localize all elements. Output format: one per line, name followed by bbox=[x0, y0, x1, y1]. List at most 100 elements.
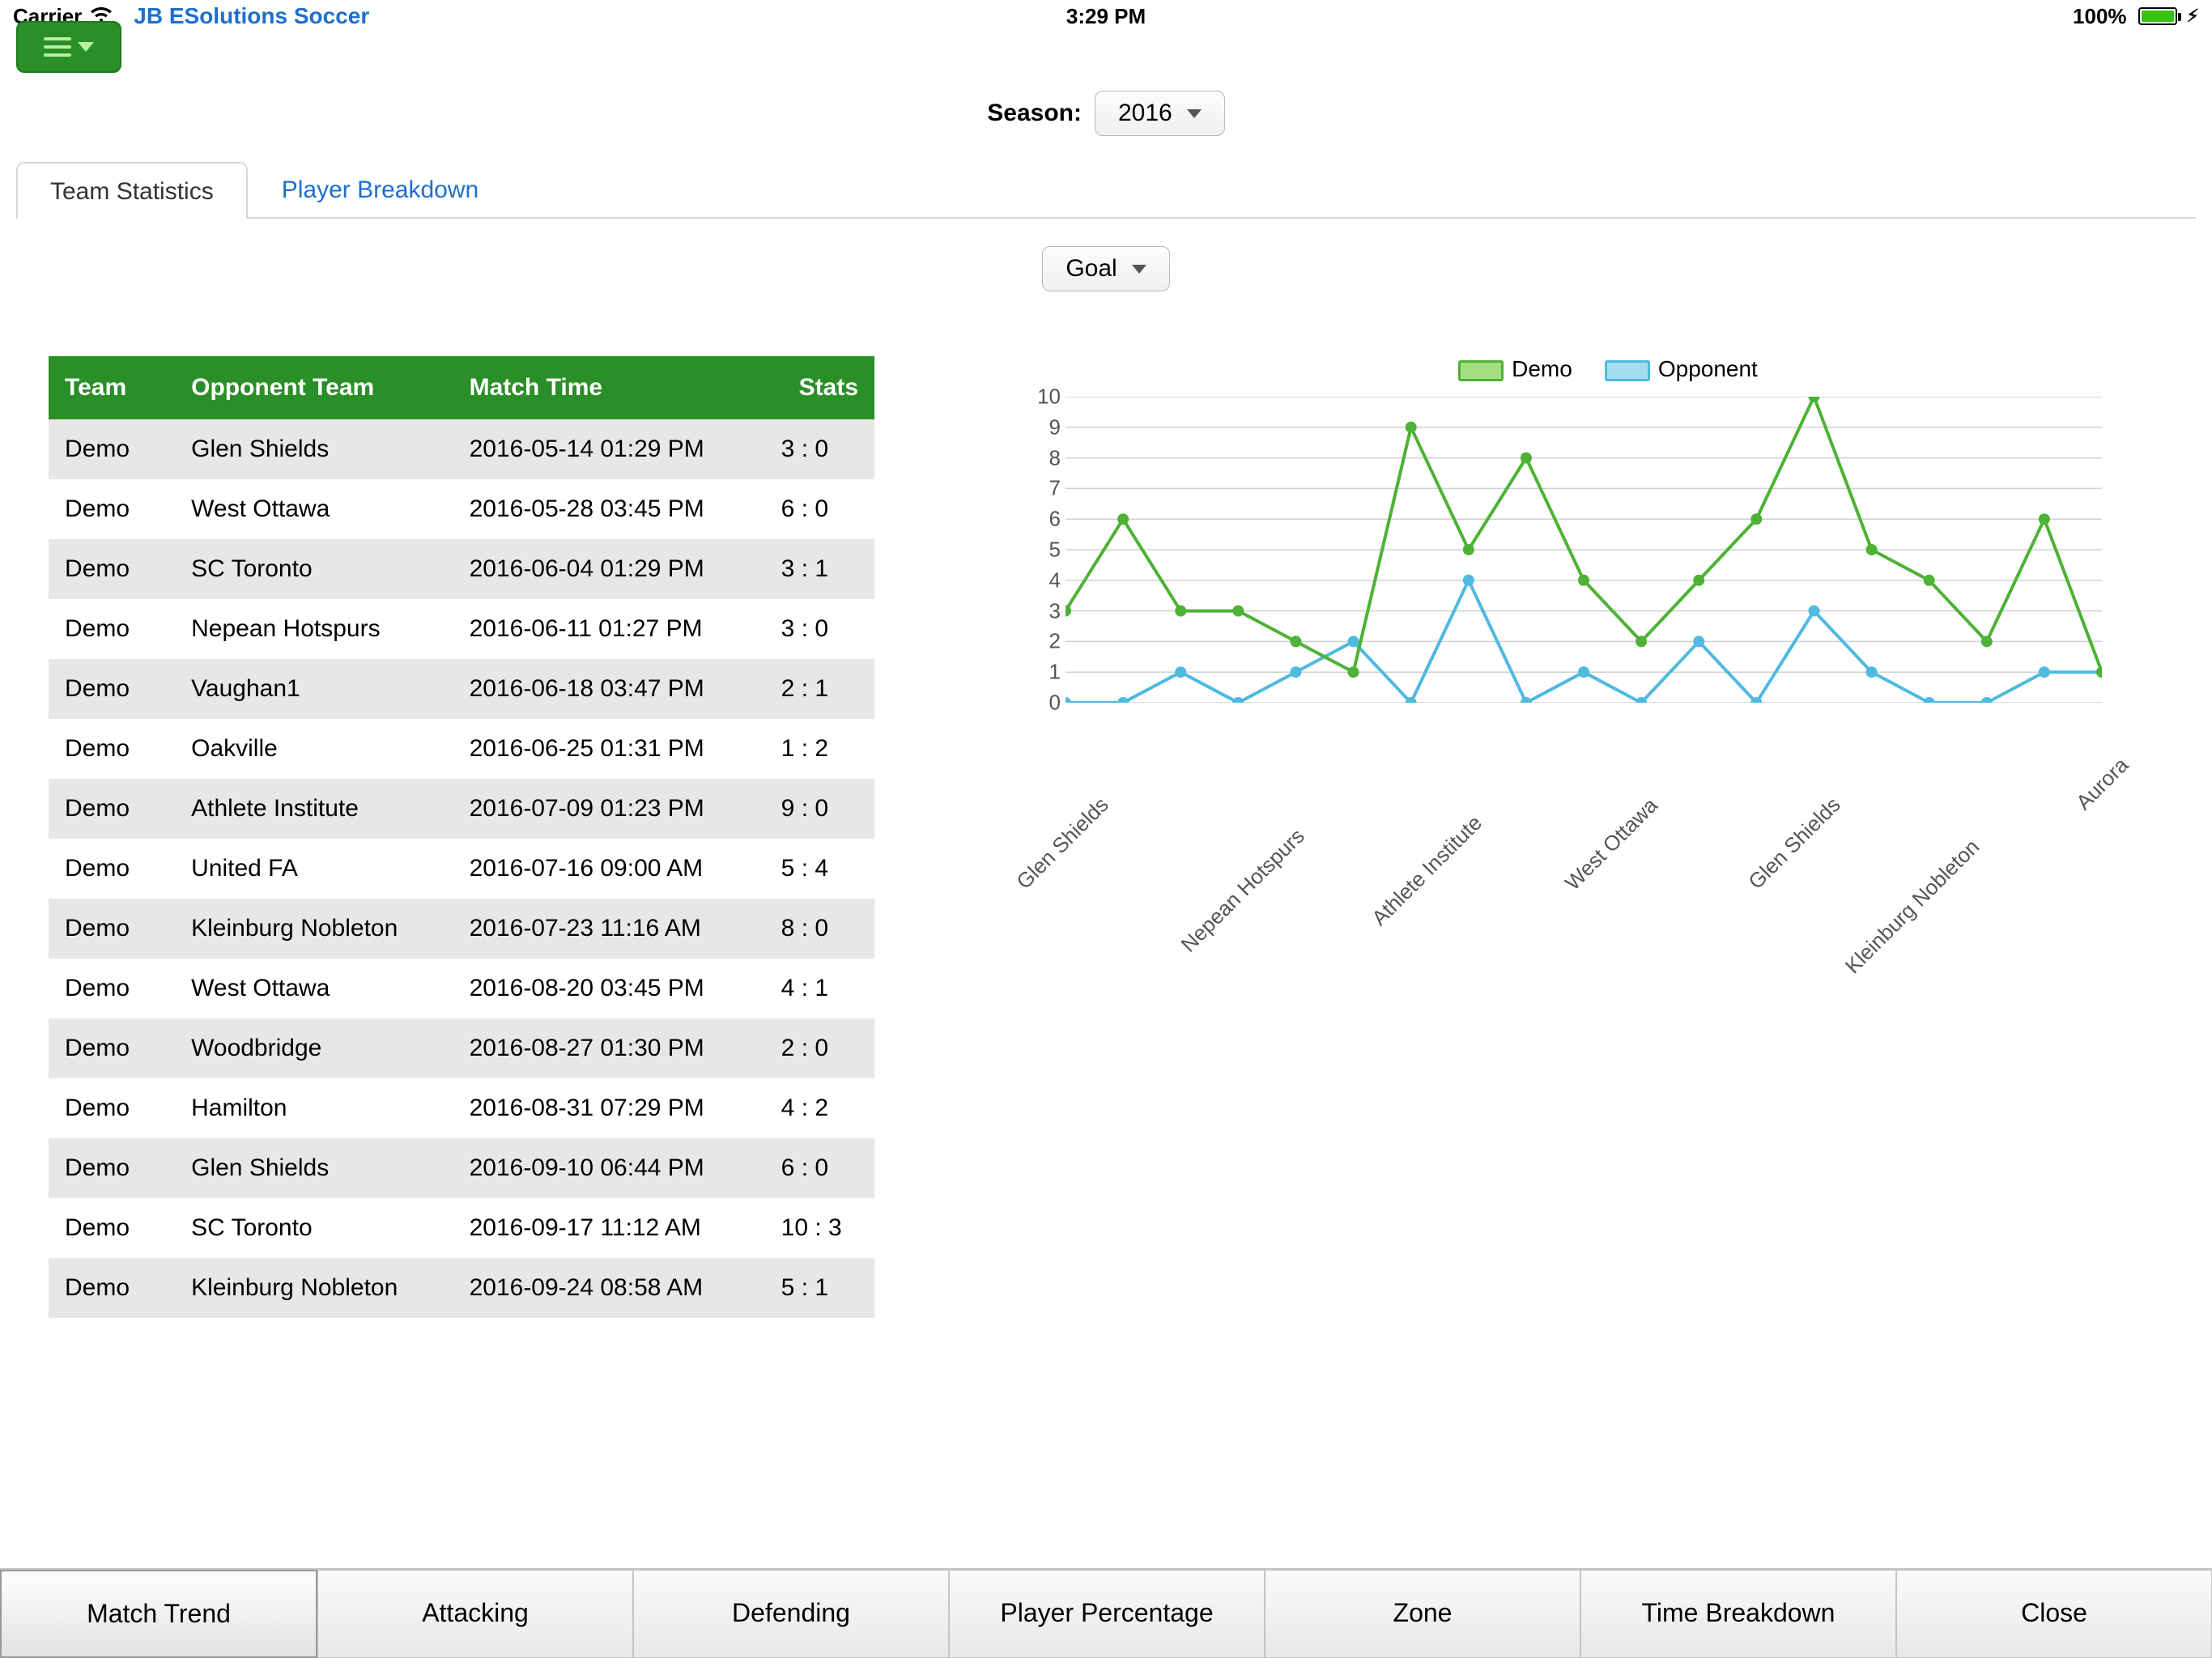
x-axis-label: Glen Shields bbox=[1743, 793, 1845, 895]
cell-opponent: Vaughan1 bbox=[175, 659, 453, 719]
cell-stats: 4 : 1 bbox=[765, 959, 874, 1018]
cell-opponent: Oakville bbox=[175, 719, 453, 779]
cell-time: 2016-07-09 01:23 PM bbox=[453, 779, 765, 839]
cell-opponent: Hamilton bbox=[175, 1078, 453, 1138]
app-title: JB ESolutions Soccer bbox=[134, 3, 369, 29]
cell-opponent: Glen Shields bbox=[175, 1138, 453, 1198]
cell-time: 2016-09-17 11:12 AM bbox=[453, 1198, 765, 1258]
time-breakdown-button[interactable]: Time Breakdown bbox=[1580, 1570, 1896, 1658]
cell-team: Demo bbox=[49, 659, 175, 719]
cell-opponent: Nepean Hotspurs bbox=[175, 599, 453, 659]
cell-team: Demo bbox=[49, 899, 175, 959]
cell-time: 2016-06-18 03:47 PM bbox=[453, 659, 765, 719]
x-axis-label: Athlete Institute bbox=[1367, 810, 1487, 931]
tab-player-breakdown[interactable]: Player Breakdown bbox=[248, 160, 513, 217]
cell-time: 2016-09-24 08:58 AM bbox=[453, 1258, 765, 1318]
column-header-stats[interactable]: Stats bbox=[765, 356, 874, 419]
x-axis-label: Nepean Hotspurs bbox=[1176, 823, 1309, 957]
cell-opponent: Athlete Institute bbox=[175, 779, 453, 839]
cell-team: Demo bbox=[49, 1078, 175, 1138]
cell-stats: 5 : 4 bbox=[765, 839, 874, 899]
stat-type-select[interactable]: Goal bbox=[1042, 246, 1169, 291]
season-select[interactable]: 2016 bbox=[1095, 91, 1225, 136]
status-bar: Carrier JB ESolutions Soccer 3:29 PM 100… bbox=[0, 0, 2212, 32]
zone-button[interactable]: Zone bbox=[1265, 1570, 1580, 1658]
x-axis-label: Glen Shields bbox=[1011, 793, 1113, 895]
cell-time: 2016-06-04 01:29 PM bbox=[453, 539, 765, 599]
cell-stats: 1 : 2 bbox=[765, 719, 874, 779]
matches-table: Team Opponent Team Match Time Stats Demo… bbox=[49, 356, 874, 1318]
cell-time: 2016-06-25 01:31 PM bbox=[453, 719, 765, 779]
table-row[interactable]: DemoNepean Hotspurs2016-06-11 01:27 PM3 … bbox=[49, 599, 874, 659]
cell-opponent: Kleinburg Nobleton bbox=[175, 899, 453, 959]
season-label: Season: bbox=[987, 100, 1082, 127]
cell-team: Demo bbox=[49, 1258, 175, 1318]
player-percentage-button[interactable]: Player Percentage bbox=[949, 1570, 1265, 1658]
cell-stats: 2 : 0 bbox=[765, 1018, 874, 1078]
cell-stats: 4 : 2 bbox=[765, 1078, 874, 1138]
table-row[interactable]: DemoVaughan12016-06-18 03:47 PM2 : 1 bbox=[49, 659, 874, 719]
table-row[interactable]: DemoOakville2016-06-25 01:31 PM1 : 2 bbox=[49, 719, 874, 779]
season-value: 2016 bbox=[1118, 100, 1172, 127]
cell-team: Demo bbox=[49, 1018, 175, 1078]
column-header-time[interactable]: Match Time bbox=[453, 356, 765, 419]
cell-time: 2016-05-28 03:45 PM bbox=[453, 479, 765, 539]
match-trend-button[interactable]: Match Trend bbox=[0, 1570, 317, 1658]
cell-team: Demo bbox=[49, 1138, 175, 1198]
cell-time: 2016-08-27 01:30 PM bbox=[453, 1018, 765, 1078]
cell-stats: 5 : 1 bbox=[765, 1258, 874, 1318]
cell-stats: 10 : 3 bbox=[765, 1198, 874, 1258]
cell-stats: 9 : 0 bbox=[765, 779, 874, 839]
column-header-opponent[interactable]: Opponent Team bbox=[175, 356, 453, 419]
cell-stats: 3 : 0 bbox=[765, 419, 874, 479]
cell-team: Demo bbox=[49, 719, 175, 779]
cell-stats: 3 : 1 bbox=[765, 539, 874, 599]
table-row[interactable]: DemoKleinburg Nobleton2016-07-23 11:16 A… bbox=[49, 899, 874, 959]
cell-stats: 8 : 0 bbox=[765, 899, 874, 959]
cell-time: 2016-07-23 11:16 AM bbox=[453, 899, 765, 959]
cell-opponent: Glen Shields bbox=[175, 419, 453, 479]
table-row[interactable]: DemoGlen Shields2016-05-14 01:29 PM3 : 0 bbox=[49, 419, 874, 479]
table-row[interactable]: DemoWest Ottawa2016-05-28 03:45 PM6 : 0 bbox=[49, 479, 874, 539]
table-row[interactable]: DemoAthlete Institute2016-07-09 01:23 PM… bbox=[49, 779, 874, 839]
cell-team: Demo bbox=[49, 959, 175, 1018]
close-button[interactable]: Close bbox=[1896, 1570, 2212, 1658]
match-trend-chart: 012345678910 Glen ShieldsNepean Hotspurs… bbox=[1009, 387, 2110, 857]
battery-icon bbox=[2138, 7, 2177, 25]
table-row[interactable]: DemoSC Toronto2016-06-04 01:29 PM3 : 1 bbox=[49, 539, 874, 599]
clock: 3:29 PM bbox=[1066, 4, 1146, 29]
tab-bar: Team Statistics Player Breakdown bbox=[16, 160, 2196, 219]
cell-opponent: SC Toronto bbox=[175, 1198, 453, 1258]
legend-demo: Demo bbox=[1512, 356, 1572, 381]
cell-team: Demo bbox=[49, 779, 175, 839]
table-row[interactable]: DemoGlen Shields2016-09-10 06:44 PM6 : 0 bbox=[49, 1138, 874, 1198]
table-row[interactable]: DemoWest Ottawa2016-08-20 03:45 PM4 : 1 bbox=[49, 959, 874, 1018]
attacking-button[interactable]: Attacking bbox=[317, 1570, 633, 1658]
table-row[interactable]: DemoHamilton2016-08-31 07:29 PM4 : 2 bbox=[49, 1078, 874, 1138]
cell-time: 2016-09-10 06:44 PM bbox=[453, 1138, 765, 1198]
cell-stats: 2 : 1 bbox=[765, 659, 874, 719]
table-row[interactable]: DemoKleinburg Nobleton2016-09-24 08:58 A… bbox=[49, 1258, 874, 1318]
tab-team-statistics[interactable]: Team Statistics bbox=[16, 162, 248, 219]
table-row[interactable]: DemoWoodbridge2016-08-27 01:30 PM2 : 0 bbox=[49, 1018, 874, 1078]
cell-time: 2016-08-20 03:45 PM bbox=[453, 959, 765, 1018]
table-row[interactable]: DemoUnited FA2016-07-16 09:00 AM5 : 4 bbox=[49, 839, 874, 899]
cell-team: Demo bbox=[49, 419, 175, 479]
battery-percent: 100% bbox=[2073, 4, 2127, 29]
table-row[interactable]: DemoSC Toronto2016-09-17 11:12 AM10 : 3 bbox=[49, 1198, 874, 1258]
cell-opponent: United FA bbox=[175, 839, 453, 899]
legend-opponent: Opponent bbox=[1658, 356, 1758, 381]
defending-button[interactable]: Defending bbox=[633, 1570, 949, 1658]
cell-opponent: West Ottawa bbox=[175, 479, 453, 539]
cell-time: 2016-05-14 01:29 PM bbox=[453, 419, 765, 479]
cell-stats: 6 : 0 bbox=[765, 1138, 874, 1198]
cell-team: Demo bbox=[49, 839, 175, 899]
cell-team: Demo bbox=[49, 479, 175, 539]
x-axis-label: Aurora bbox=[2071, 753, 2133, 815]
cell-time: 2016-07-16 09:00 AM bbox=[453, 839, 765, 899]
cell-opponent: SC Toronto bbox=[175, 539, 453, 599]
cell-opponent: Woodbridge bbox=[175, 1018, 453, 1078]
stat-type-value: Goal bbox=[1066, 255, 1117, 283]
column-header-team[interactable]: Team bbox=[49, 356, 175, 419]
cell-team: Demo bbox=[49, 539, 175, 599]
